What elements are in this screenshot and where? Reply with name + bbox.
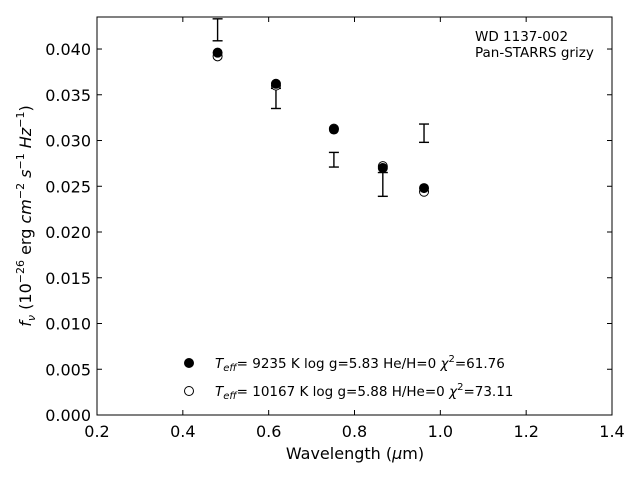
legend-label-1: Teff= 9235 K log g=5.83 He/H=0 χ2=61.76 bbox=[215, 354, 505, 374]
plot-frame bbox=[96, 16, 613, 416]
model-point-filled bbox=[270, 78, 281, 89]
y-axis-label: fν (10−26 erg cm−2 s−1 Hz−1) bbox=[14, 105, 38, 326]
observed-errorbar bbox=[328, 151, 339, 168]
legend-marker-filled bbox=[184, 358, 194, 368]
observed-errorbar bbox=[377, 171, 388, 198]
model-point-filled bbox=[377, 162, 388, 173]
legend-marker-open bbox=[184, 386, 194, 396]
y-tick-label: 0.040 bbox=[45, 40, 91, 59]
x-tick-label: 0.2 bbox=[84, 422, 109, 441]
legend: Teff= 9235 K log g=5.83 He/H=0 χ2=61.76 … bbox=[184, 354, 513, 402]
model-point-filled bbox=[212, 47, 223, 58]
x-tick-label: 1.0 bbox=[428, 422, 453, 441]
y-tick-label: 0.030 bbox=[45, 132, 91, 151]
x-axis-label: Wavelength (μm) bbox=[286, 444, 424, 463]
model-point-filled bbox=[328, 124, 339, 135]
x-tick-label: 1.2 bbox=[513, 422, 538, 441]
legend-label-2: Teff= 10167 K log g=5.88 H/He=0 χ2=73.11 bbox=[215, 382, 513, 402]
y-tick-label: 0.000 bbox=[45, 406, 91, 425]
y-tick-label: 0.015 bbox=[45, 269, 91, 288]
annotation-object: WD 1137-002 bbox=[475, 29, 568, 45]
svg-text:fν (10−26 erg cm−2 s−1 Hz−1): fν (10−26 erg cm−2 s−1 Hz−1) bbox=[14, 105, 38, 326]
observed-errorbar bbox=[212, 18, 223, 42]
y-tick-label: 0.020 bbox=[45, 223, 91, 242]
observed-errorbar bbox=[270, 87, 281, 110]
x-tick-label: 0.4 bbox=[170, 422, 195, 441]
y-tick-label: 0.035 bbox=[45, 86, 91, 105]
x-tick-label: 0.6 bbox=[256, 422, 281, 441]
model-point-filled bbox=[419, 183, 430, 194]
axis-ticks: 0.2 0.4 0.6 0.8 1.0 1.2 1.4 0.000 0.005 0.010 0.01… bbox=[45, 17, 625, 441]
x-tick-label: 1.4 bbox=[599, 422, 624, 441]
y-tick-label: 0.005 bbox=[45, 360, 91, 379]
svg-text:Wavelength (μm): Wavelength (μm) bbox=[286, 444, 424, 463]
model-markers bbox=[212, 47, 430, 197]
annotation-survey: Pan-STARRS grizy bbox=[475, 45, 594, 61]
observed-errorbar bbox=[419, 123, 430, 144]
observed-errorbars bbox=[212, 18, 430, 198]
x-tick-label: 0.8 bbox=[342, 422, 367, 441]
y-tick-label: 0.025 bbox=[45, 177, 91, 196]
y-tick-label: 0.010 bbox=[45, 315, 91, 334]
